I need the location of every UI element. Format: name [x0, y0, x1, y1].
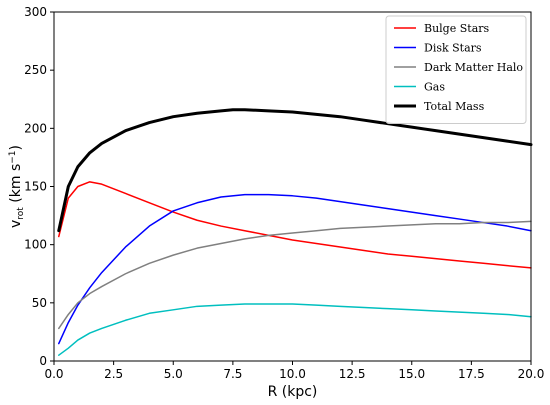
x-tick-label: 2.5: [104, 367, 123, 381]
y-axis-title: vrot (km s−1): [8, 145, 26, 228]
x-tick-label: 0.0: [44, 367, 63, 381]
x-tick-label: 20.0: [518, 367, 545, 381]
y-axis-title-unit-close: ): [8, 145, 24, 150]
x-tick-label: 5.0: [164, 367, 183, 381]
y-tick-label: 200: [24, 121, 47, 135]
x-axis-title: R (kpc): [268, 384, 318, 400]
y-tick-label: 100: [24, 238, 47, 252]
series-line-dark-matter-halo: [58, 220, 532, 330]
y-tick-label: 250: [24, 63, 47, 77]
legend-label: Disk Stars: [424, 42, 482, 55]
x-tick-label: 17.5: [458, 367, 485, 381]
series-line-disk-stars: [58, 193, 532, 345]
x-tick-label: 12.5: [339, 367, 366, 381]
series-layer: [57, 108, 533, 356]
y-axis-title-unit: (km s: [8, 164, 24, 207]
x-tick-label: 10.0: [279, 367, 306, 381]
x-axis-ticks: 0.0 2.5 5.0 7.5 10.0 12.5 15.0 17.5 20.0: [44, 361, 544, 381]
x-tick-label: 7.5: [223, 367, 242, 381]
legend-label: Total Mass: [424, 100, 485, 113]
legend-box: [385, 15, 527, 124]
series-line-gas: [58, 303, 532, 356]
y-tick-label: 0: [39, 354, 47, 368]
legend: Bulge Stars Disk Stars Dark Matter Halo Gas…: [385, 15, 527, 124]
series-line-total-mass: [57, 108, 533, 233]
x-tick-label: 15.0: [398, 367, 425, 381]
y-tick-label: 300: [24, 5, 47, 19]
legend-label: Gas: [424, 81, 445, 94]
y-axis-title-exponent: −1: [8, 150, 18, 163]
y-tick-label: 150: [24, 180, 47, 194]
y-axis-ticks: 0 50 100 150 200 250 300: [24, 5, 54, 368]
y-axis-title-subscript: rot: [16, 207, 26, 220]
y-tick-label: 50: [32, 296, 47, 310]
legend-label: Dark Matter Halo: [424, 61, 523, 74]
legend-label: Bulge Stars: [424, 22, 490, 35]
y-axis-title-base: v: [8, 220, 24, 228]
